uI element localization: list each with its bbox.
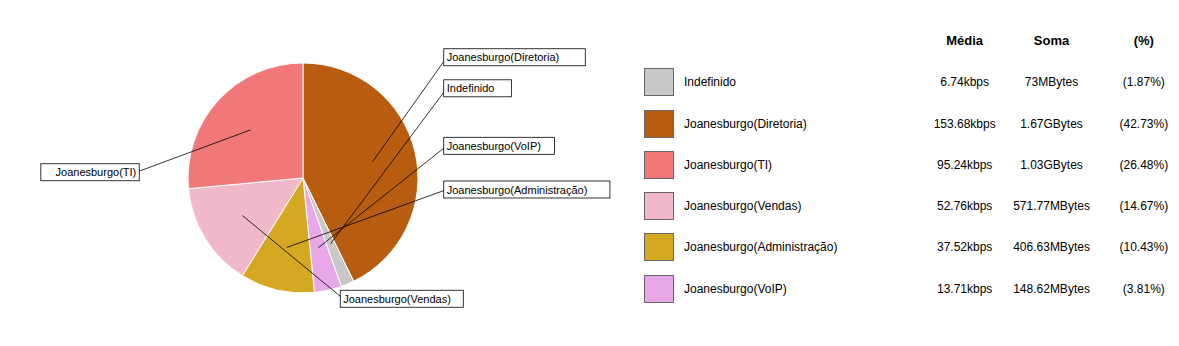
html-text:406.63MBytes: 406.63MBytes	[1013, 240, 1090, 255]
svg-text:Joanesburgo(VoIP): Joanesburgo(VoIP)	[447, 140, 541, 152]
html-text:1.03GBytes: 1.03GBytes	[1020, 157, 1083, 172]
html-text:37.52kbps: 37.52kbps	[937, 240, 993, 255]
html-text:Joanesburgo(VoIP): Joanesburgo(VoIP)	[684, 281, 787, 296]
html-text:571.77MBytes: 571.77MBytes	[1013, 199, 1090, 213]
html-text:Joanesburgo(Diretoria): Joanesburgo(Diretoria)	[684, 116, 807, 131]
html-text:1.67GBytes: 1.67GBytes	[1020, 116, 1083, 131]
svg-text:Joanesburgo(Diretoria): Joanesburgo(Diretoria)	[447, 51, 560, 63]
html-text:Soma: Soma	[1033, 33, 1070, 48]
html-text:6.74kbps: 6.74kbps	[940, 75, 989, 90]
html-text:Joanesburgo(TI): Joanesburgo(TI)	[684, 157, 772, 172]
html-text:73MBytes: 73MBytes	[1024, 75, 1079, 90]
svg-text:Joanesburgo(TI): Joanesburgo(TI)	[56, 166, 137, 178]
html-text:52.76kbps: 52.76kbps	[937, 199, 993, 213]
html-text:Indefinido: Indefinido	[684, 75, 736, 90]
html-text:(42.73%): (42.73%)	[1119, 116, 1169, 131]
html-text:13.71kbps: 13.71kbps	[937, 281, 993, 296]
html-text:(10.43%): (10.43%)	[1119, 240, 1169, 255]
html-text:Joanesburgo(Vendas): Joanesburgo(Vendas)	[684, 199, 802, 213]
html-text:(1.87%): (1.87%)	[1122, 75, 1165, 90]
svg-text:Joanesburgo(Administração): Joanesburgo(Administração)	[447, 184, 588, 196]
html-text:95.24kbps: 95.24kbps	[937, 157, 993, 172]
svg-text:Indefinido: Indefinido	[447, 82, 495, 94]
html-text:(26.48%): (26.48%)	[1119, 157, 1169, 172]
html-text:(14.67%): (14.67%)	[1119, 199, 1169, 213]
html-text:148.62MBytes: 148.62MBytes	[1013, 281, 1090, 296]
html-text:Joanesburgo(Administração): Joanesburgo(Administração)	[684, 240, 838, 255]
svg-text:Joanesburgo(Vendas): Joanesburgo(Vendas)	[343, 293, 451, 305]
html-text:(3.81%): (3.81%)	[1122, 281, 1165, 296]
html-text:153.68kbps: 153.68kbps	[933, 116, 996, 131]
html-text:Média: Média	[946, 33, 984, 48]
